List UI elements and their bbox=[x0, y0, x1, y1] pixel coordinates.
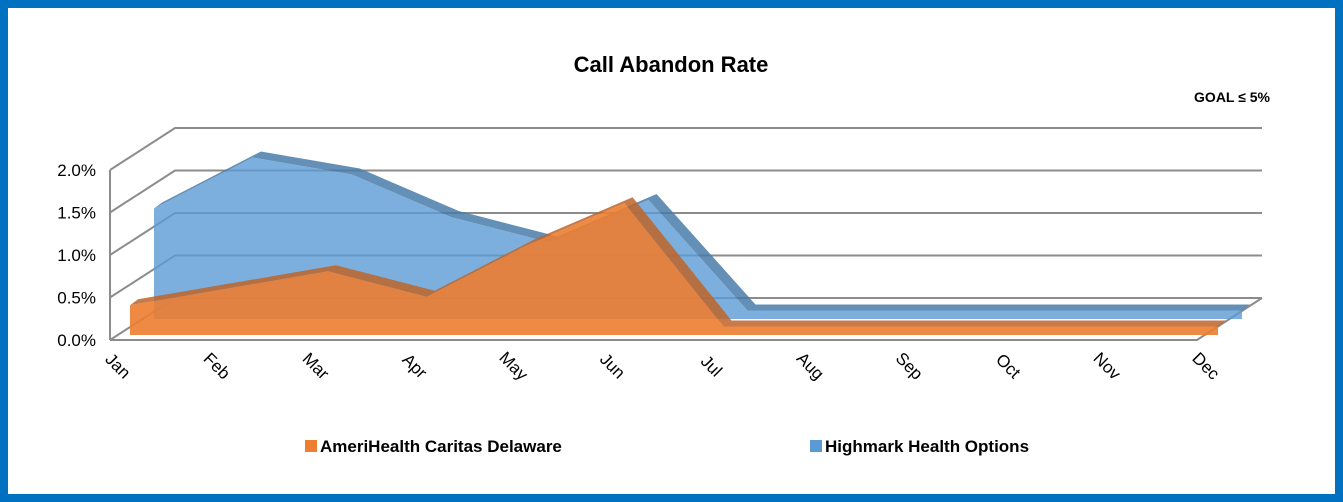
area bbox=[154, 157, 1242, 319]
y-tick-label: 0.5% bbox=[57, 289, 96, 308]
grid-line bbox=[109, 169, 1262, 214]
legend-label: AmeriHealth Caritas Delaware bbox=[320, 437, 562, 456]
area-top bbox=[130, 197, 1226, 327]
goal-annotation: GOAL ≤ 5% bbox=[1194, 89, 1270, 105]
legend-swatch bbox=[305, 440, 317, 452]
y-tick-label: 2.0% bbox=[57, 161, 96, 180]
legend-label: Highmark Health Options bbox=[825, 437, 1029, 456]
y-tick-label: 0.0% bbox=[57, 331, 96, 350]
grid-line bbox=[109, 127, 1262, 171]
area bbox=[130, 203, 1218, 335]
legend-swatch bbox=[810, 440, 822, 452]
y-tick-label: 1.5% bbox=[57, 204, 96, 223]
chart-title: Call Abandon Rate bbox=[574, 52, 769, 77]
y-tick-label: 1.0% bbox=[57, 246, 96, 265]
